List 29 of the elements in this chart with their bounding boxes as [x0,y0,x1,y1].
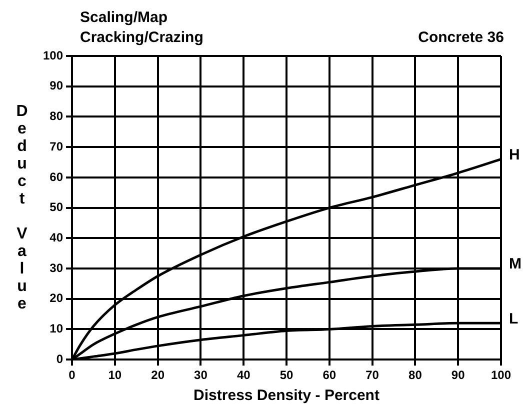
x-tick-label: 0 [68,368,76,382]
y-tick-label: 10 [50,322,64,336]
x-tick-label: 20 [151,368,165,382]
x-tick-label: 40 [236,368,251,382]
x-tick-label: 10 [108,368,122,382]
y-tick-label: 30 [50,260,64,275]
x-tick-label: 80 [408,368,422,382]
y-tick-label: 60 [50,170,64,184]
x-tick-label: 30 [194,368,208,382]
text: Deduct Value [16,102,28,312]
x-tick-label: 60 [322,368,336,382]
y-tick-label: 20 [50,291,64,306]
chart-subtitle: Concrete 36 [418,29,504,46]
y-tick-label: 80 [50,109,64,124]
y-tick-label: 0 [56,352,64,366]
series-label: M [509,256,522,273]
x-tick-label: 50 [280,368,294,382]
y-tick-label: 90 [50,78,64,93]
x-tick-label: 100 [490,368,512,382]
x-axis-title: Distress Density - Percent [194,387,380,404]
series-label: H [509,146,520,164]
series-label: L [509,310,518,328]
x-tick-label: 90 [451,368,466,382]
x-tick-label: 70 [366,368,380,382]
y-tick-label: 100 [42,48,64,62]
y-tick-label: 50 [50,200,64,214]
y-tick-label: 40 [50,230,64,244]
y-tick-label: 70 [50,139,64,154]
chart-title: Scaling/Map Cracking/Crazing [80,9,204,46]
